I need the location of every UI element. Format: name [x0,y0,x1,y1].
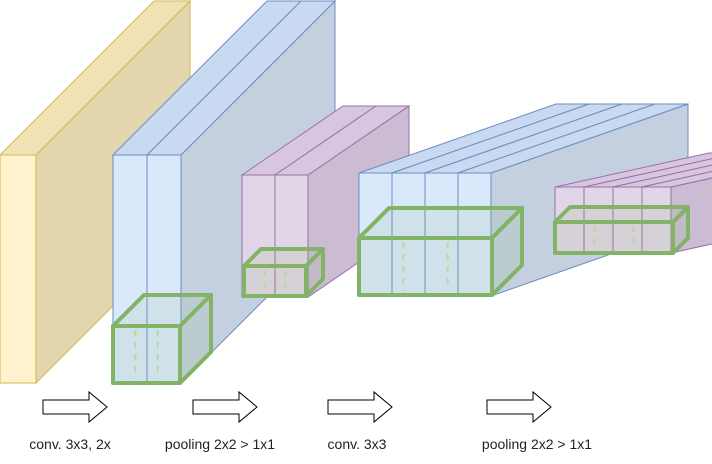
layer-slice [457,172,492,297]
layer-slice [241,174,276,298]
kernel-front-face [357,236,494,297]
kernel-front-face [242,264,308,298]
right-arrow-icon [327,390,393,424]
step-label-conv-1: conv. 3x3, 2x [29,436,111,452]
step-label-pool-1: pooling 2x2 > 1x1 [164,436,276,452]
feature-map-layers [0,0,712,385]
layer-slice [391,172,426,297]
right-arrow-icon [192,390,258,424]
layer-slice [274,174,309,298]
process-arrows [42,390,552,424]
kernel-front-face [553,220,675,255]
layer-slice [146,154,182,384]
kernel-conv-1 [111,293,213,385]
kernel-conv-2 [357,206,524,297]
right-arrow-icon [42,390,108,424]
step-label-pool-2: pooling 2x2 > 1x1 [481,436,593,452]
kernel-pool-2 [553,205,690,255]
layer-slice [0,154,37,384]
kernel-windows [111,205,690,385]
kernel-top-face [553,205,690,224]
kernel-front-face [111,324,182,385]
step-label-conv-2: conv. 3x3 [327,436,387,452]
kernel-pool-1 [242,247,325,298]
right-arrow-icon [486,390,552,424]
